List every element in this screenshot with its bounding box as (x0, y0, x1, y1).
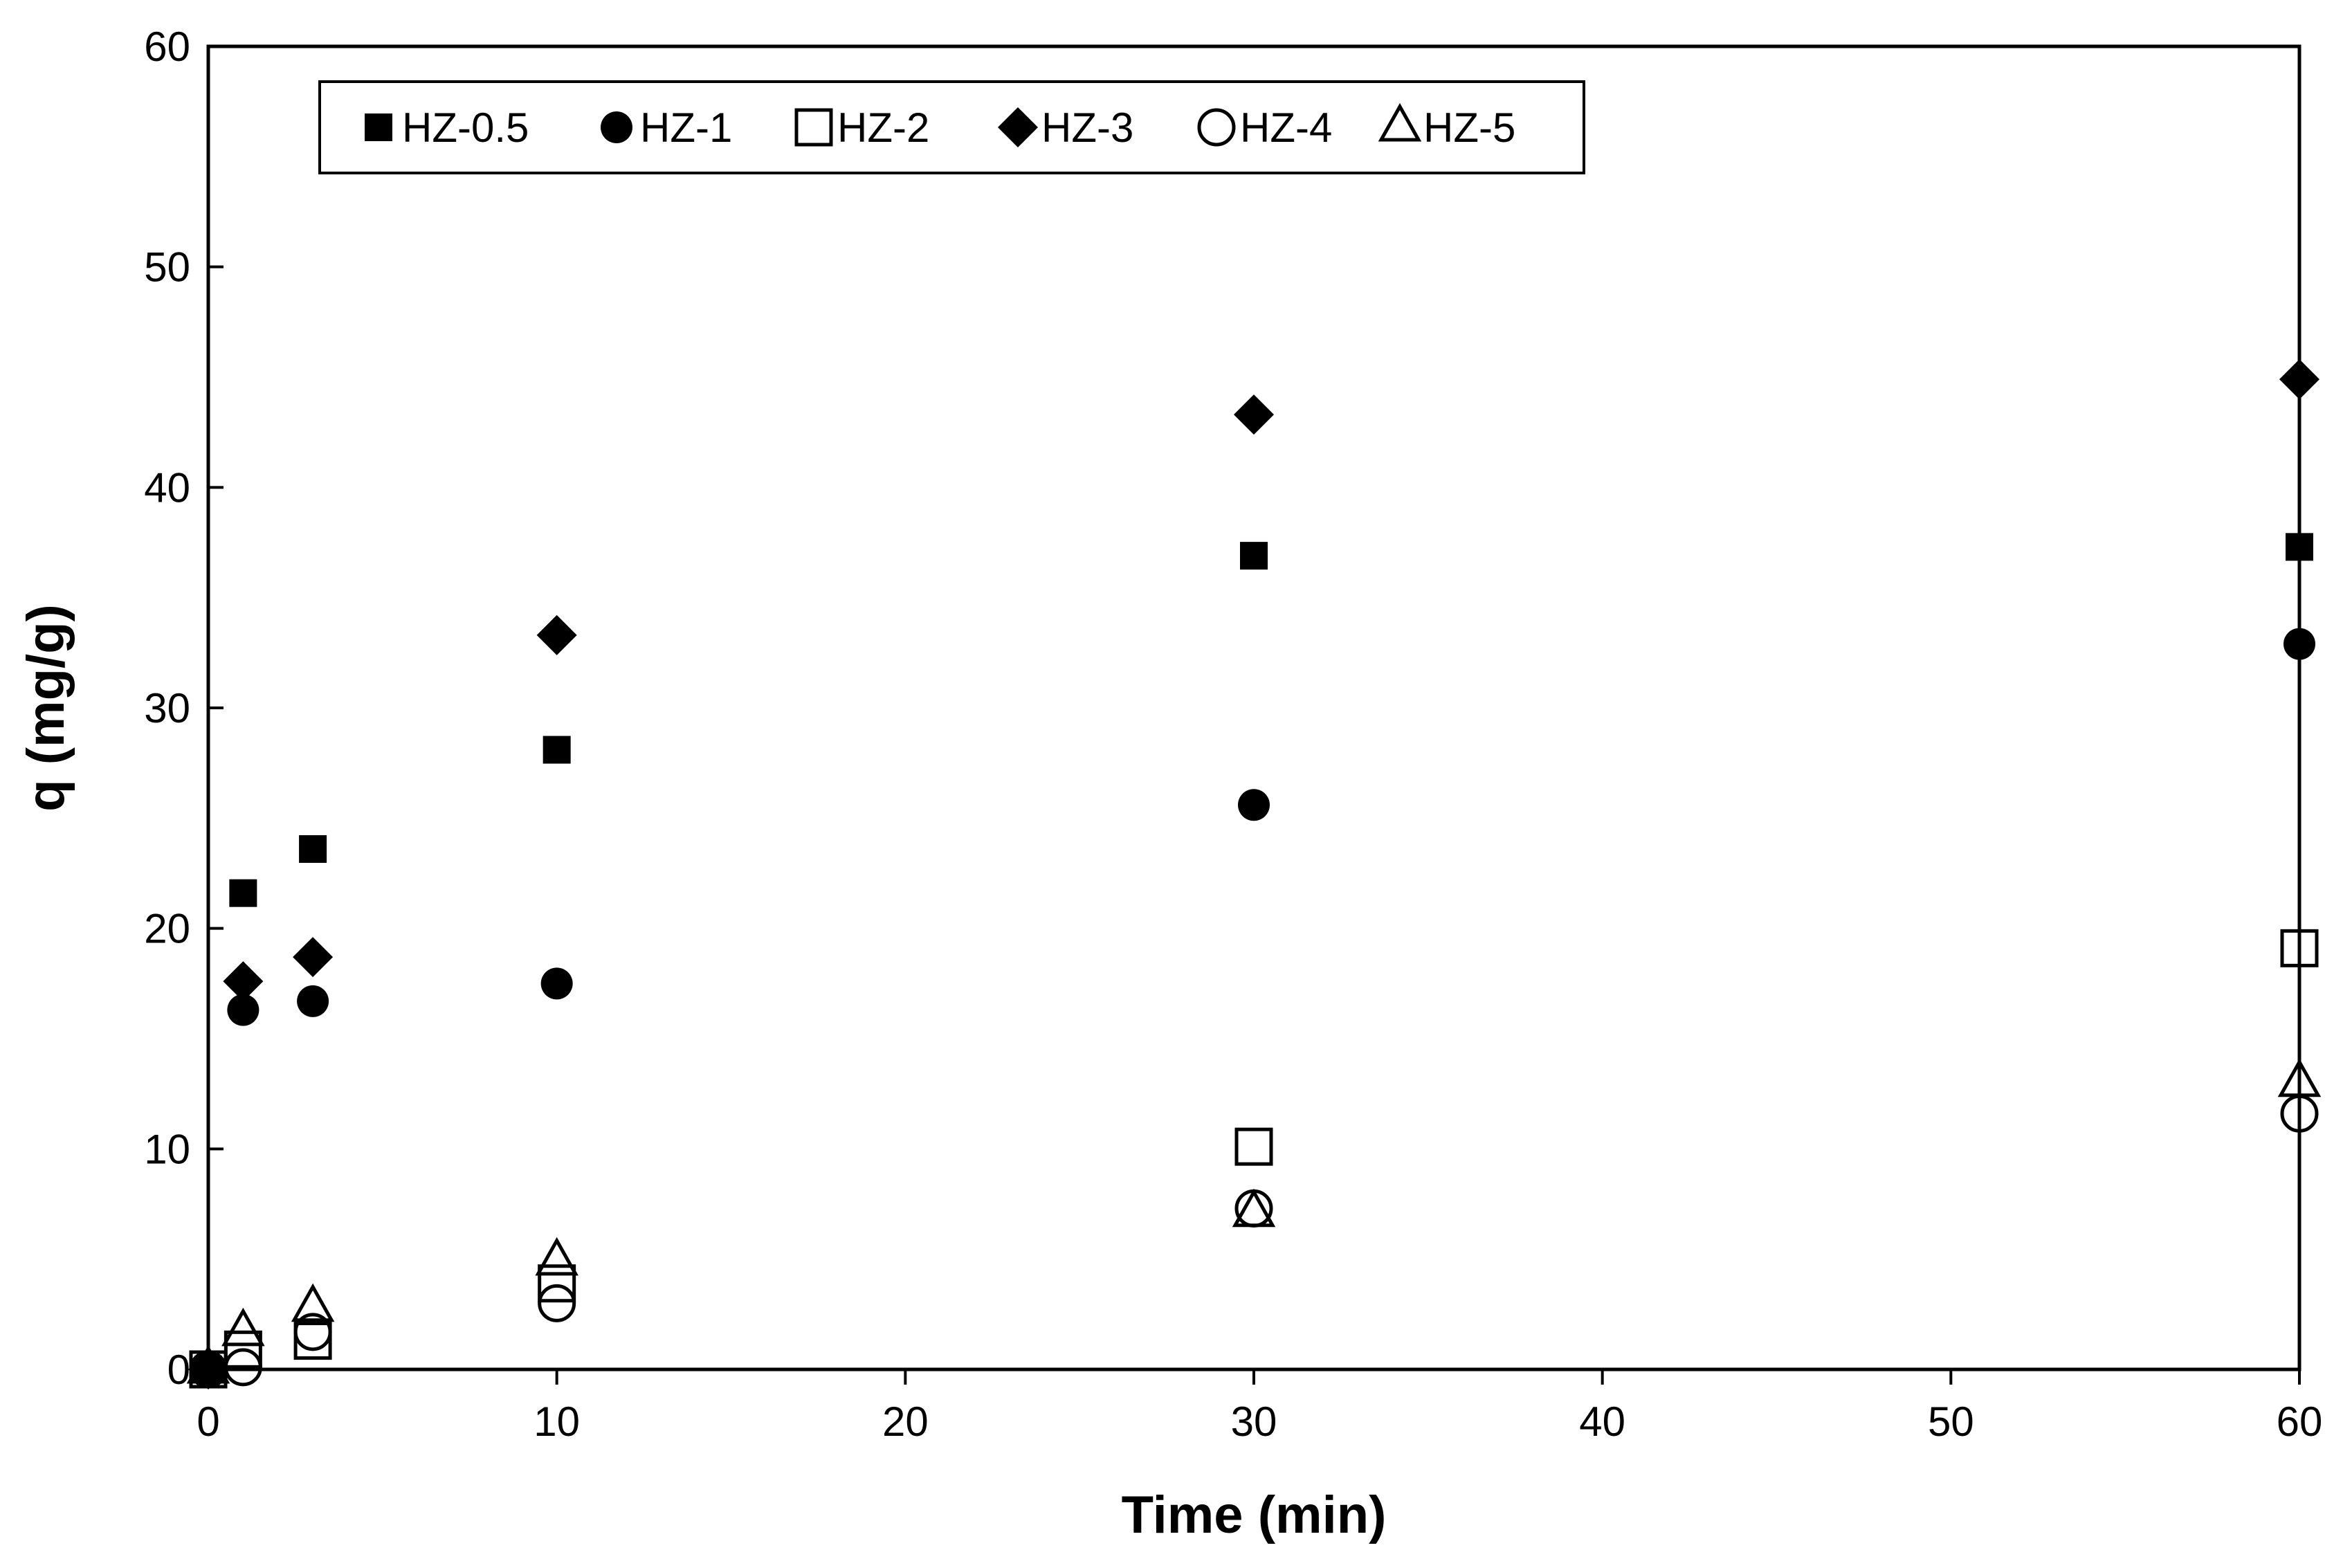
y-tick-label: 50 (144, 244, 190, 291)
legend-item: HZ-0.5 (365, 104, 529, 151)
data-point (1234, 394, 1274, 435)
legend-item: HZ-3 (998, 104, 1133, 151)
legend: HZ-0.5 HZ-1 HZ-2 HZ-3 HZ-4 HZ-5 (318, 80, 1585, 174)
data-point (293, 937, 334, 978)
legend-marker (794, 108, 833, 147)
data-point (2280, 929, 2319, 967)
legend-item: HZ-4 (1197, 104, 1332, 151)
data-point (535, 1237, 578, 1276)
data-point (223, 961, 264, 1002)
y-axis: 0 10 20 30 40 50 60 (144, 24, 224, 1393)
data-point (186, 1344, 230, 1384)
data-point (1232, 1188, 1276, 1228)
x-tick-label: 20 (882, 1398, 929, 1445)
data-point (2277, 1058, 2322, 1097)
data-point (543, 736, 571, 764)
legend-item: HZ-2 (794, 104, 929, 151)
legend-label: HZ-1 (640, 104, 732, 151)
legend-marker (601, 111, 632, 143)
x-tick-label: 10 (534, 1398, 580, 1445)
data-point (297, 985, 329, 1017)
data-point (291, 1283, 335, 1322)
data-point (188, 1349, 228, 1389)
legend-label: HZ-4 (1240, 104, 1332, 151)
series-hz-2 (189, 929, 2319, 1389)
data-point (293, 1313, 332, 1351)
data-point (1240, 542, 1268, 570)
data-markers (186, 359, 2322, 1389)
y-tick-label: 30 (144, 685, 190, 731)
data-point (2286, 533, 2313, 561)
data-point (536, 614, 577, 655)
x-tick-label: 60 (2277, 1398, 2323, 1445)
x-tick-label: 50 (1928, 1398, 1974, 1445)
series-hz-3 (188, 359, 2319, 1389)
data-point (1238, 789, 1270, 821)
data-point (540, 967, 573, 1000)
legend-marker (1378, 102, 1422, 142)
legend-label: HZ-2 (837, 104, 929, 151)
data-point (229, 879, 257, 907)
y-tick-label: 10 (144, 1126, 190, 1172)
data-point (221, 1307, 265, 1347)
y-tick-label: 20 (144, 906, 190, 952)
data-point (293, 1322, 332, 1360)
data-point (538, 1264, 576, 1303)
data-point (299, 835, 327, 863)
y-tick-label: 40 (144, 464, 190, 511)
series-hz-5 (186, 1058, 2322, 1384)
data-point (2283, 628, 2315, 660)
data-point (538, 1284, 576, 1322)
legend-item: HZ-1 (601, 104, 732, 151)
legend-marker (998, 107, 1038, 147)
legend-marker (365, 113, 392, 141)
x-axis: 0 10 20 30 40 50 60 (197, 1369, 2322, 1445)
legend-label: HZ-5 (1423, 104, 1515, 151)
data-point (227, 994, 259, 1026)
legend-item: HZ-5 (1378, 102, 1515, 151)
legend-label: HZ-0.5 (402, 104, 529, 151)
y-tick-label: 60 (144, 24, 190, 70)
y-axis-title: q (mg/g) (17, 604, 75, 812)
data-point (224, 1330, 262, 1369)
legend-box (318, 80, 1585, 174)
data-point (224, 1348, 262, 1387)
y-tick-label: 0 (167, 1347, 190, 1393)
x-tick-label: 30 (1231, 1398, 1277, 1445)
data-point (2279, 359, 2319, 400)
legend-marker (1197, 108, 1236, 147)
data-point (1234, 1127, 1273, 1166)
legend-label: HZ-3 (1041, 104, 1133, 151)
x-tick-label: 40 (1579, 1398, 1625, 1445)
x-tick-label: 0 (197, 1398, 219, 1445)
x-axis-title: Time (min) (1122, 1486, 1387, 1544)
